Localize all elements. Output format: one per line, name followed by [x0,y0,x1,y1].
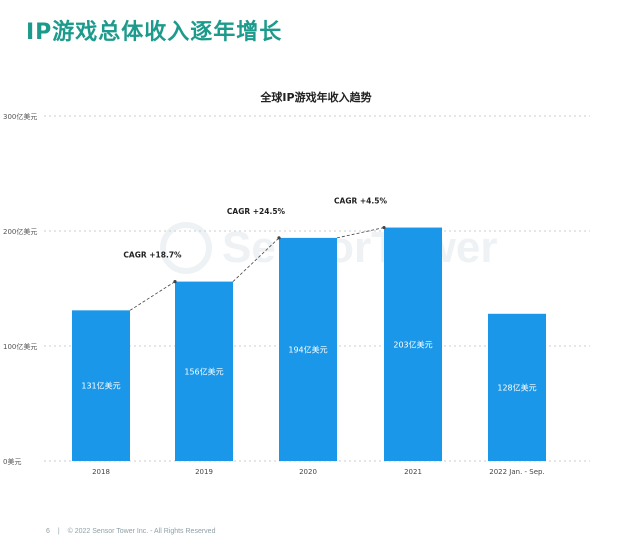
cagr-label: CAGR +24.5% [227,207,286,216]
bar-2022-Jan-Sep- [488,313,546,461]
footer-separator: | [57,528,60,535]
x-tick-label: 2020 [299,468,317,476]
y-tick-label: 0美元 [3,457,21,466]
bar-2018 [72,310,130,461]
y-tick-label: 200亿美元 [3,227,37,236]
cagr-connector-dot [382,225,386,230]
x-tick-label: 2022 Jan. - Sep. [489,468,544,476]
bar-2021 [384,227,442,461]
bar-2020 [279,237,337,461]
cagr-connector-2 [336,227,385,239]
bar-2019 [175,281,233,461]
cagr-connector-1 [232,237,280,282]
chart-title: 全球IP游戏年收入趋势 [259,90,371,104]
footer: 6 | © 2022 Sensor Tower Inc. - All Right… [46,528,215,535]
cagr-label: CAGR +4.5% [334,197,387,206]
page-title: IP游戏总体收入逐年增长 [26,20,283,45]
cagr-label: CAGR +18.7% [123,251,182,260]
cagr-connector-0 [129,281,176,311]
bar-value-label: 203亿美元 [393,339,432,349]
bar-value-label: 194亿美元 [288,344,327,354]
bar-value-label: 156亿美元 [184,366,223,376]
y-tick-label: 100亿美元 [3,342,37,351]
page-number: 6 [46,528,50,535]
bar-value-label: 131亿美元 [81,381,120,391]
bar-value-label: 128亿美元 [497,382,536,392]
x-tick-label: 2018 [92,468,110,476]
cagr-connector-dot [173,280,177,284]
sensor-tower-logo-icon [160,222,212,274]
copyright-text: © 2022 Sensor Tower Inc. - All Rights Re… [67,528,216,535]
x-tick-label: 2019 [195,468,213,476]
cagr-connector-dot [277,236,281,240]
x-tick-label: 2021 [404,468,422,476]
y-tick-label: 300亿美元 [3,112,37,121]
